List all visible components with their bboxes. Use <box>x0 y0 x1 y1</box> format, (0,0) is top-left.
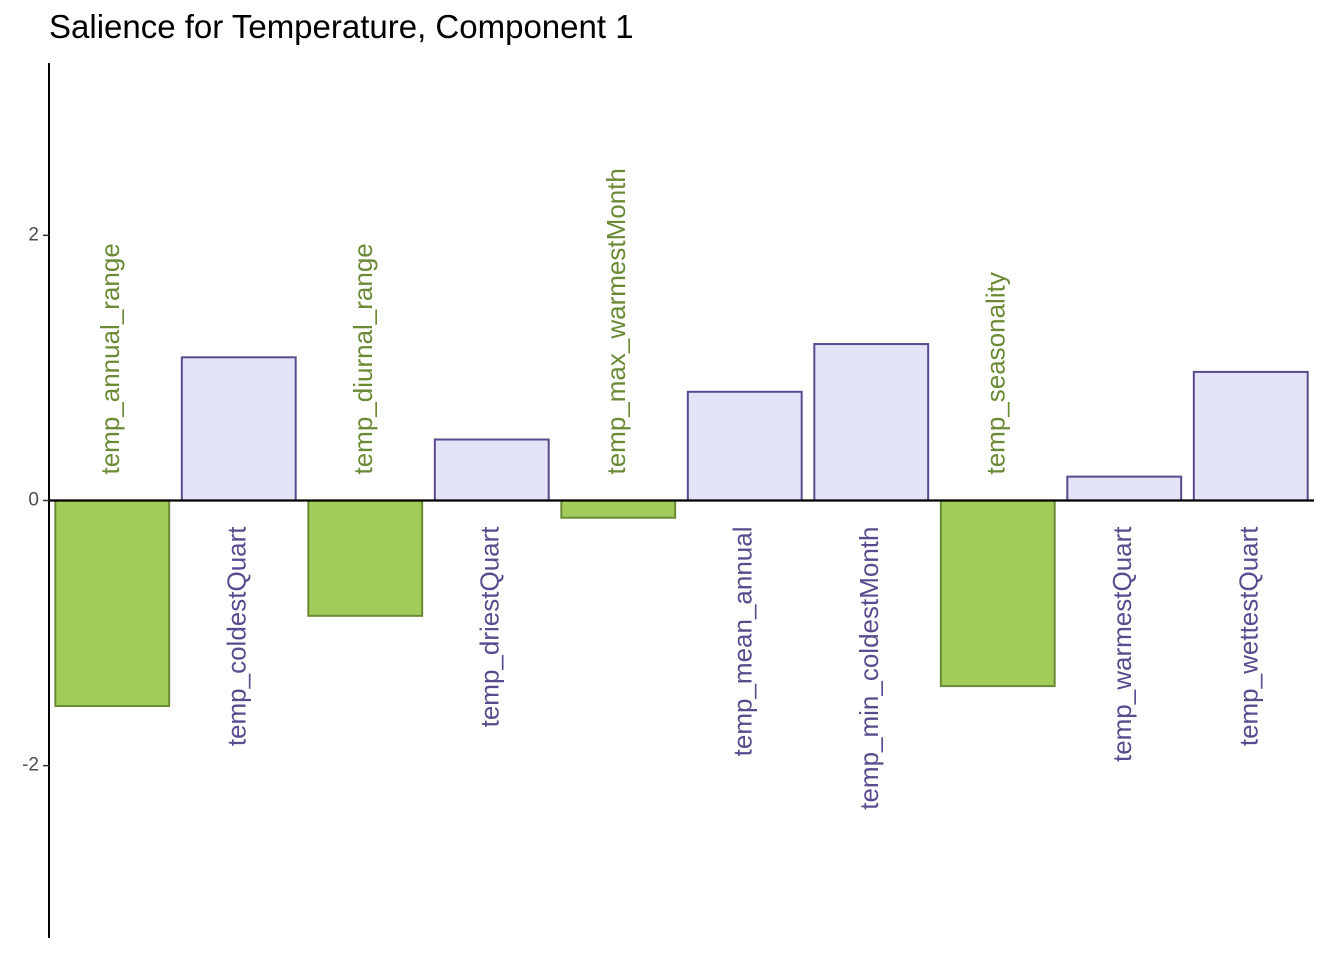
bar-label-temp-diurnal-range: temp_diurnal_range <box>348 243 378 474</box>
bar-label-temp-wettestquart: temp_wettestQuart <box>1234 526 1264 746</box>
bar-temp-annual-range <box>54 499 171 707</box>
bar-temp-diurnal-range <box>307 499 424 617</box>
bar-temp-wettestquart <box>1192 370 1309 502</box>
bar-temp-seasonality <box>939 499 1056 688</box>
y-tick-label: 2 <box>28 224 39 245</box>
bar-temp-min-coldestmonth <box>813 343 930 502</box>
y-tick-label: -2 <box>22 755 39 776</box>
y-ticks-group: -2 0 2 <box>22 224 49 776</box>
bar-temp-driestquart <box>433 438 550 502</box>
bar-temp-coldestquart <box>180 356 297 502</box>
y-tick-label: 0 <box>28 490 39 511</box>
bar-temp-max-warmestmonth <box>560 499 677 519</box>
bar-temp-warmestquart <box>1066 475 1183 502</box>
bar-label-temp-warmestquart: temp_warmestQuart <box>1107 526 1137 762</box>
bar-label-temp-seasonality: temp_seasonality <box>981 272 1011 474</box>
bar-label-temp-driestquart: temp_driestQuart <box>475 526 505 728</box>
bar-label-temp-min-coldestmonth: temp_min_coldestMonth <box>854 527 884 810</box>
chart-title: Salience for Temperature, Component 1 <box>49 8 634 45</box>
bar-labels-group: temp_annual_range temp_coldestQuart temp_d… <box>95 168 1264 810</box>
bar-label-temp-max-warmestmonth: temp_max_warmestMonth <box>601 168 631 474</box>
bar-label-temp-coldestquart: temp_coldestQuart <box>222 526 252 746</box>
bar-label-temp-annual-range: temp_annual_range <box>95 243 125 474</box>
bar-temp-mean-annual <box>686 390 803 502</box>
bar-label-temp-mean-annual: temp_mean_annual <box>728 527 758 757</box>
